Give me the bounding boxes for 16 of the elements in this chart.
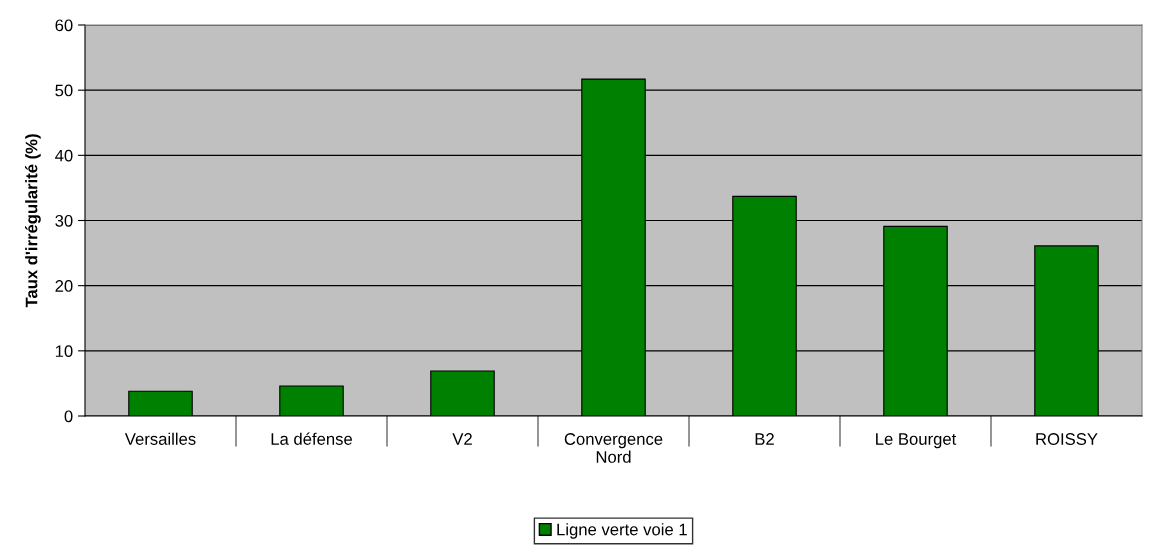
legend-label: Ligne verte voie 1 [557, 523, 687, 539]
y-tick-label: 0 [64, 410, 73, 423]
x-tick-label: B2 [755, 433, 774, 445]
x-tick-label: La défense [271, 432, 352, 445]
y-tick-label: 20 [55, 280, 73, 292]
x-tick-label: Le Bourget [876, 433, 957, 449]
x-tick-label: Convergence Nord [564, 433, 663, 463]
x-tick-label: ROISSY [1036, 433, 1098, 445]
x-tick-label: V2 [452, 433, 472, 445]
y-tick-label: 60 [55, 19, 73, 32]
y-tick-label: 40 [55, 149, 73, 162]
y-axis-title: Taux d'irrégularité (%) [25, 134, 41, 308]
y-tick-label: 10 [55, 345, 73, 358]
y-tick-label: 50 [55, 84, 73, 97]
x-tick-label: Versailles [124, 432, 196, 445]
y-tick-label: 30 [55, 214, 73, 227]
